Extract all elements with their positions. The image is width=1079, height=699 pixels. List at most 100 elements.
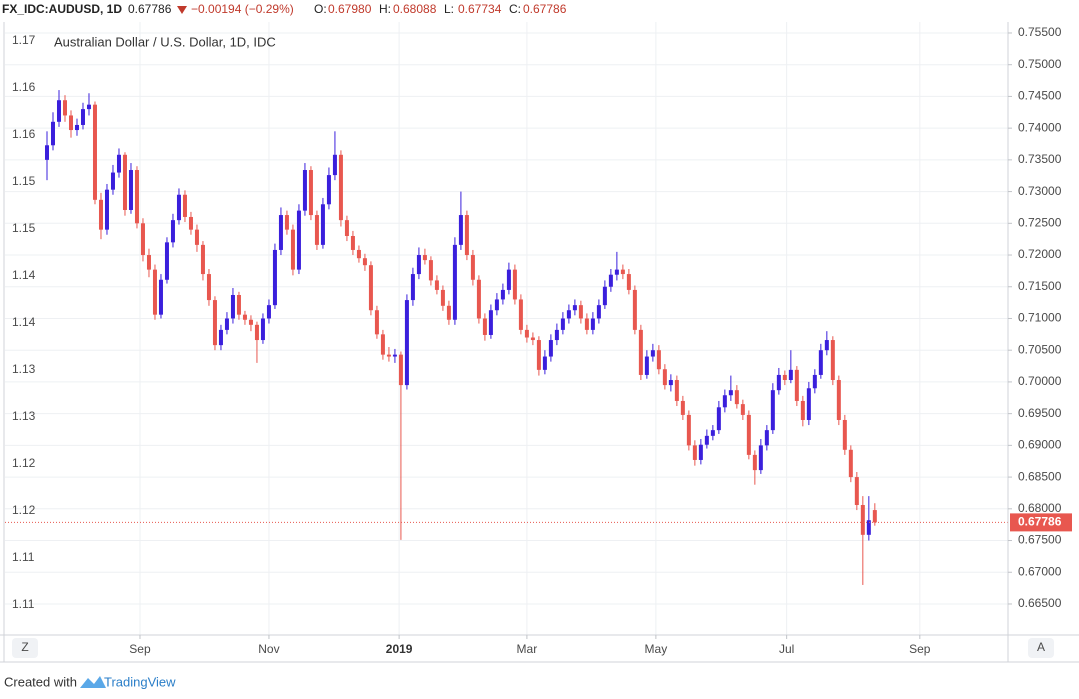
candle-body xyxy=(578,305,583,319)
candle-body xyxy=(764,430,769,446)
candle-body xyxy=(872,510,877,523)
candle-body xyxy=(836,380,841,420)
candle-body xyxy=(266,305,271,319)
candle-body xyxy=(224,318,229,330)
candle-body xyxy=(494,299,499,311)
candle-body xyxy=(542,356,547,370)
candle-body xyxy=(656,350,661,370)
candle-body xyxy=(770,390,775,431)
candle-body xyxy=(854,477,859,506)
y-tick-label: 0.72000 xyxy=(1018,247,1062,261)
candle-body xyxy=(356,249,361,259)
y-tick-label: 0.66500 xyxy=(1018,596,1062,610)
y-tick-label: 0.75500 xyxy=(1018,25,1062,39)
y-tick-label: 0.71500 xyxy=(1018,279,1062,293)
y-tick-label: 0.67500 xyxy=(1018,533,1062,547)
auto-button-label[interactable]: A xyxy=(1037,640,1045,654)
candle-body xyxy=(134,170,139,224)
y2-tick-label: 1.13 xyxy=(12,362,36,376)
candle-body xyxy=(410,274,415,301)
ohlc: O: 0.67980 H: 0.68088 L: 0.67734 C: 0.67786 xyxy=(314,2,567,16)
candle-body xyxy=(782,374,787,381)
candle-body xyxy=(530,337,535,341)
candle-body xyxy=(722,395,727,408)
plot xyxy=(5,90,1008,585)
candle-body xyxy=(626,274,631,290)
last-price: 0.67786 xyxy=(128,2,172,16)
candle-body xyxy=(788,369,793,381)
auto-button[interactable] xyxy=(1028,638,1054,658)
y2-tick-label: 1.17 xyxy=(12,33,36,47)
y2-tick-label: 1.14 xyxy=(12,268,36,282)
candle-body xyxy=(794,369,799,401)
candle-body xyxy=(650,350,655,357)
candle-body xyxy=(74,124,79,131)
y2-tick-label: 1.16 xyxy=(12,127,36,141)
candle-body xyxy=(110,172,115,190)
candle-body xyxy=(830,340,835,381)
zoom-button[interactable] xyxy=(12,638,38,658)
candle-body xyxy=(62,100,67,116)
candle-body xyxy=(536,340,541,370)
candle-body xyxy=(458,215,463,245)
candle-body xyxy=(170,220,175,243)
candle-body xyxy=(518,299,523,330)
candle-body xyxy=(428,260,433,281)
candle-body xyxy=(746,414,751,455)
candle-body xyxy=(296,210,301,270)
y-tick-label: 0.69000 xyxy=(1018,438,1062,452)
brand[interactable]: TradingView xyxy=(104,674,176,689)
candle-body xyxy=(44,145,49,160)
candle-body xyxy=(812,374,817,389)
x-tick-label: Sep xyxy=(909,642,931,656)
y-tick-label: 0.71000 xyxy=(1018,311,1062,325)
candle-body xyxy=(644,356,649,375)
candle-body xyxy=(338,154,343,221)
candle-body xyxy=(80,109,85,125)
candle-body xyxy=(188,216,193,230)
candle-body xyxy=(344,220,349,236)
zoom-button-label[interactable]: Z xyxy=(21,640,28,654)
candle-body xyxy=(758,445,763,471)
candle-body xyxy=(200,244,205,275)
header: FX_IDC:AUDUSD, 1D 0.67786 −0.00194 (−0.2… xyxy=(2,2,567,16)
y-tick-label: 0.72500 xyxy=(1018,215,1062,229)
candle-body xyxy=(740,404,745,415)
candle-body xyxy=(482,318,487,335)
candle-body xyxy=(320,204,325,245)
candle-body xyxy=(572,305,577,311)
candle-body xyxy=(668,380,673,386)
candle-body xyxy=(638,329,643,375)
candle-body xyxy=(386,354,391,357)
candle-body xyxy=(848,449,853,478)
y-tick-label: 0.75000 xyxy=(1018,57,1062,71)
candle-body xyxy=(584,318,589,330)
candle-body xyxy=(752,454,757,471)
candle-body xyxy=(260,318,265,341)
candle-body xyxy=(632,289,637,330)
candle-body xyxy=(284,215,289,230)
y-tick-label: 0.68500 xyxy=(1018,469,1062,483)
candle-body xyxy=(50,121,55,146)
candle-body xyxy=(560,318,565,330)
y-tick-label: 0.68000 xyxy=(1018,501,1062,515)
ohlc-label: H: xyxy=(379,2,391,16)
candle-body xyxy=(596,305,601,319)
y2-tick-label: 1.12 xyxy=(12,503,36,517)
y2-tick-label: 1.13 xyxy=(12,409,36,423)
y2-tick-label: 1.15 xyxy=(12,221,36,235)
candle-body xyxy=(290,229,295,270)
candle-body xyxy=(146,255,151,270)
ohlc-label: O: xyxy=(314,2,327,16)
candle-body xyxy=(446,305,451,320)
candle-body xyxy=(698,444,703,460)
candle-body xyxy=(710,430,715,436)
footer-text: Created with xyxy=(4,674,77,689)
candle-body xyxy=(248,319,253,325)
candle-body xyxy=(98,199,103,230)
y2-tick-label: 1.14 xyxy=(12,315,36,329)
candle-body xyxy=(278,215,283,250)
candle-body xyxy=(716,407,721,431)
candle-body xyxy=(362,258,367,266)
